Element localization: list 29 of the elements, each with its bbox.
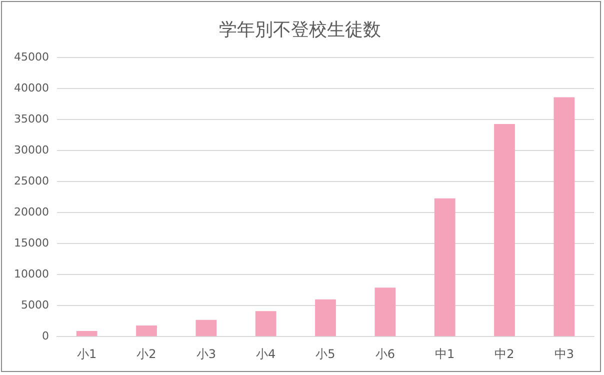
- y-tick-label: 25000: [14, 174, 49, 188]
- bar: [315, 299, 336, 336]
- x-tick-label: 小1: [77, 346, 97, 361]
- x-tick-label: 小6: [375, 346, 395, 361]
- bar: [554, 97, 575, 336]
- bar: [76, 331, 98, 336]
- y-tick-label: 40000: [14, 81, 49, 94]
- y-tick-label: 30000: [14, 143, 49, 156]
- y-tick-label: 20000: [14, 205, 49, 218]
- x-tick-label: 小2: [136, 346, 156, 361]
- x-tick-label: 中2: [494, 346, 514, 361]
- y-tick-label: 0: [42, 329, 49, 342]
- x-tick-label: 小3: [196, 346, 216, 361]
- x-tick-label: 小4: [256, 346, 276, 361]
- y-tick-label: 5000: [20, 298, 49, 312]
- bar: [494, 124, 515, 336]
- y-tick-label: 15000: [14, 236, 49, 250]
- bar: [136, 325, 157, 336]
- bar: [196, 320, 217, 336]
- bar: [255, 311, 276, 336]
- x-tick-label: 中3: [554, 346, 574, 361]
- y-tick-label: 35000: [14, 112, 49, 126]
- x-tick-label: 小5: [316, 346, 336, 361]
- bar: [434, 198, 456, 336]
- y-tick-label: 10000: [14, 267, 49, 280]
- x-tick-label: 中1: [435, 346, 455, 361]
- y-tick-label: 45000: [14, 50, 49, 64]
- chart-title: 学年別不登校生徒数: [219, 19, 381, 40]
- bar: [374, 288, 396, 336]
